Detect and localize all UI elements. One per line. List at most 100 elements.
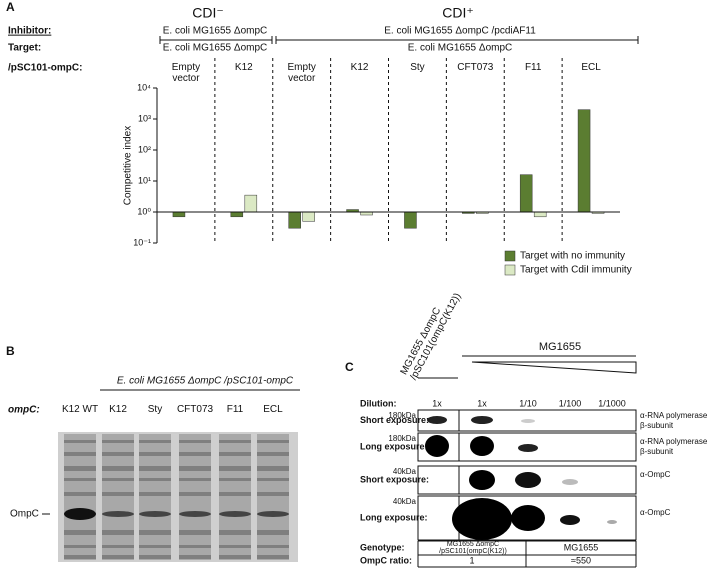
gel-band bbox=[102, 452, 134, 456]
gel-band bbox=[139, 545, 171, 548]
y-tick-label: 10² bbox=[138, 144, 151, 154]
gel-band bbox=[179, 545, 211, 548]
gel-band bbox=[102, 478, 134, 481]
gel-band bbox=[139, 452, 171, 456]
y-tick-label: 10⁰ bbox=[137, 206, 151, 216]
gel-band bbox=[139, 555, 171, 559]
table-label: Genotype: bbox=[360, 542, 405, 552]
gel-band bbox=[102, 492, 134, 496]
genotype: MG1655 ΔompC /pSC101(ompC(K12)) bbox=[439, 541, 507, 555]
gel-band bbox=[64, 466, 96, 471]
x-tick-label: K12 bbox=[350, 62, 369, 73]
row-label: Inhibitor: bbox=[8, 26, 51, 37]
blot-frame bbox=[417, 432, 637, 462]
bar bbox=[230, 211, 244, 218]
x-tick-label: ECL bbox=[581, 62, 601, 73]
gel-band bbox=[257, 555, 289, 559]
gel-band bbox=[257, 530, 289, 535]
strain-label: MG1655 bbox=[539, 341, 581, 353]
gel-band bbox=[64, 478, 96, 481]
x-tick-label: K12 bbox=[234, 62, 253, 73]
ratio: ≈550 bbox=[571, 555, 591, 565]
gel-band bbox=[257, 492, 289, 496]
dilution: 1x bbox=[477, 398, 487, 408]
marker-label: 180kDa bbox=[388, 434, 416, 443]
gel-band bbox=[139, 478, 171, 481]
lane-label: K12 bbox=[109, 404, 127, 415]
gel-band bbox=[179, 530, 211, 535]
dilution-wedge bbox=[471, 361, 637, 374]
blot-frame bbox=[417, 495, 637, 541]
band bbox=[425, 435, 449, 457]
group-inhibitor: E. coli MG1655 ΔompC /pcdiAF11 bbox=[384, 26, 536, 37]
y-tick-label: 10⁴ bbox=[137, 82, 151, 92]
gel-band bbox=[179, 452, 211, 456]
band bbox=[515, 472, 541, 488]
y-tick-label: 10³ bbox=[138, 113, 151, 123]
gel-header: E. coli MG1655 ΔompC /pSC101-ompC bbox=[117, 376, 294, 387]
legend-swatch bbox=[504, 250, 516, 262]
gel-band bbox=[257, 545, 289, 548]
gel-band bbox=[64, 530, 96, 535]
gel-band bbox=[179, 478, 211, 481]
legend-swatch bbox=[504, 264, 516, 276]
bar bbox=[302, 211, 315, 222]
lane-label: Sty bbox=[147, 404, 163, 415]
x-tick-label: CFT073 bbox=[457, 62, 494, 73]
x-tick-label: F11 bbox=[524, 62, 542, 73]
gel-band bbox=[64, 545, 96, 548]
y-tick-label: 10⁻¹ bbox=[133, 237, 151, 247]
group-target: E. coli MG1655 ΔompC bbox=[163, 43, 268, 54]
lane-label: F11 bbox=[226, 404, 244, 415]
bar bbox=[577, 109, 591, 213]
panel-label: B bbox=[6, 344, 15, 358]
gel-band bbox=[179, 466, 211, 471]
row-label: ompC: bbox=[8, 405, 40, 416]
marker-label: 40kDa bbox=[393, 497, 417, 506]
row-label: Target: bbox=[8, 43, 41, 54]
bar bbox=[533, 211, 547, 218]
band bbox=[469, 470, 495, 490]
gel-lanes bbox=[64, 434, 289, 560]
exposure-label: Short exposure: bbox=[360, 474, 429, 484]
ompc-band bbox=[139, 511, 171, 517]
bar bbox=[172, 211, 186, 218]
blot bbox=[425, 416, 617, 540]
ompc-band bbox=[102, 511, 134, 517]
gel-band bbox=[257, 452, 289, 456]
gel-band bbox=[219, 466, 251, 471]
panel-label: C bbox=[345, 360, 354, 374]
antibody-label: α-RNA polymerase β-subunit bbox=[640, 410, 708, 430]
antibody-label: α-RNA polymerase β-subunit bbox=[640, 437, 708, 456]
y-axis-label: Competitive index bbox=[123, 126, 134, 205]
gel-band bbox=[64, 440, 96, 443]
ratio: 1 bbox=[469, 555, 474, 565]
gel-band bbox=[219, 478, 251, 481]
band bbox=[470, 436, 494, 456]
marker-label: 180kDa bbox=[388, 411, 416, 420]
gel-band bbox=[102, 555, 134, 559]
bar bbox=[519, 174, 533, 213]
gel-band bbox=[257, 440, 289, 443]
bar bbox=[404, 211, 417, 229]
x-tick-label: Empty vector bbox=[171, 62, 201, 84]
y-tick-label: 10¹ bbox=[138, 175, 151, 185]
legend-label: Target with no immunity bbox=[520, 251, 625, 262]
gel-band bbox=[219, 492, 251, 496]
gel-band bbox=[257, 466, 289, 471]
dilution-label: Dilution: bbox=[360, 398, 397, 408]
band bbox=[560, 515, 580, 525]
band bbox=[518, 444, 538, 452]
ompc-band bbox=[179, 511, 211, 517]
ompc-band bbox=[257, 511, 289, 517]
table-label: OmpC ratio: bbox=[360, 555, 412, 565]
marker-label: 40kDa bbox=[393, 467, 417, 476]
band bbox=[471, 416, 493, 424]
gel-band bbox=[102, 440, 134, 443]
band bbox=[521, 419, 535, 423]
gel-band bbox=[139, 492, 171, 496]
band bbox=[427, 416, 447, 424]
gel-band bbox=[179, 555, 211, 559]
